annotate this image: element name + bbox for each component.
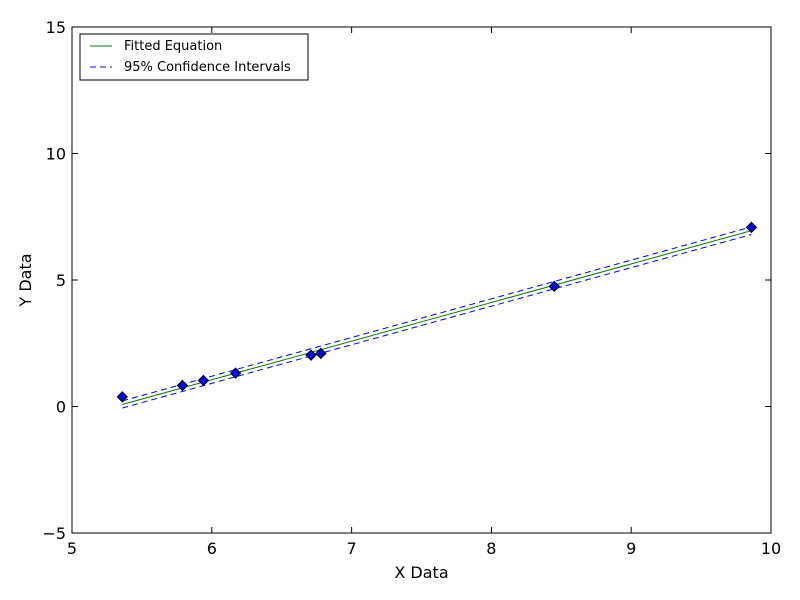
data-point [315, 347, 327, 360]
data-point [176, 379, 189, 392]
confidence-upper-line [122, 226, 752, 402]
ticks-layer: 5 6 7 8 9 10 −5 0 5 10 15 [42, 18, 781, 558]
data-point [116, 391, 129, 403]
data-point [197, 374, 210, 387]
data-point [305, 349, 317, 361]
legend-box [79, 33, 309, 81]
y-tick-label: −5 [42, 524, 66, 543]
y-axis-label: Y Data [16, 253, 35, 307]
y-tick-label: 5 [56, 271, 66, 290]
legend: Fitted Equation 95% Confidence Intervals [79, 33, 309, 81]
y-tick-label: 10 [46, 145, 66, 164]
legend-ci-label: 95% Confidence Intervals [124, 60, 291, 75]
x-tick-label: 9 [626, 539, 636, 558]
y-tick-label: 15 [46, 18, 66, 37]
data-point [229, 367, 242, 379]
series-layer [122, 226, 752, 409]
confidence-lower-line [122, 233, 752, 409]
x-tick-label: 6 [207, 539, 217, 558]
x-tick-label: 5 [67, 539, 77, 558]
data-point [548, 280, 561, 293]
points-layer [116, 221, 758, 403]
y-tick-label: 0 [56, 398, 66, 417]
fitted-equation-line [122, 230, 752, 405]
x-axis-label: X Data [394, 563, 448, 582]
x-tick-label: 10 [761, 539, 781, 558]
data-point [745, 221, 758, 234]
x-tick-label: 7 [347, 539, 357, 558]
legend-fitted-label: Fitted Equation [124, 39, 222, 54]
x-tick-label: 8 [486, 539, 496, 558]
plot-area [72, 27, 771, 533]
